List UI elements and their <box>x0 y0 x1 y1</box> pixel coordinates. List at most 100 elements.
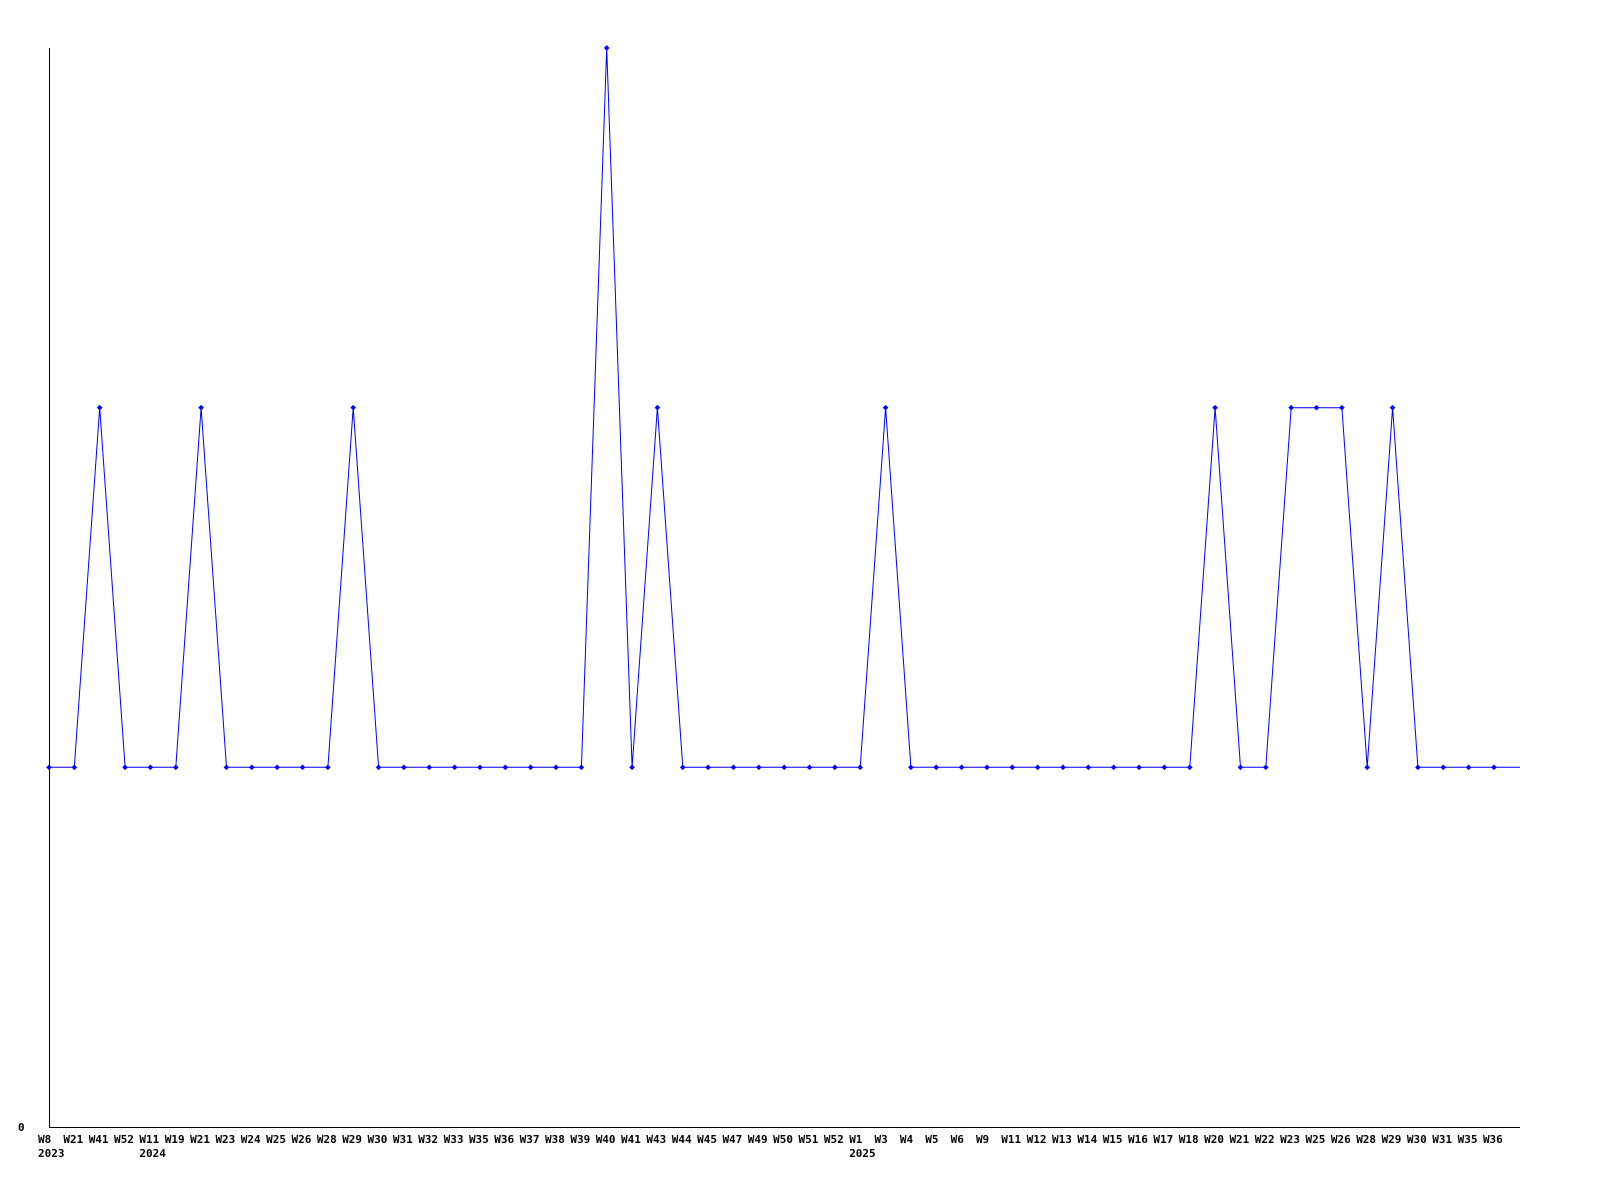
data-point <box>908 764 914 771</box>
x-tick-label: W23 <box>1280 1133 1300 1146</box>
data-point <box>1364 764 1371 771</box>
x-tick-label: W25 <box>266 1133 286 1146</box>
data-point <box>1136 764 1142 771</box>
data-point <box>401 764 407 771</box>
data-point <box>350 404 357 411</box>
data-point <box>274 764 280 771</box>
x-tick-label: W30 <box>368 1133 388 1146</box>
x-tick-label: W21 <box>1229 1133 1249 1146</box>
data-point <box>1440 764 1447 771</box>
x-tick-label: W9 <box>976 1133 989 1146</box>
x-tick-label: W30 <box>1407 1133 1427 1146</box>
x-tick-label: W8 <box>38 1133 51 1146</box>
data-point <box>96 404 103 411</box>
data-point <box>705 764 711 771</box>
data-point <box>147 764 154 771</box>
data-point <box>1415 764 1421 771</box>
data-point <box>832 764 838 771</box>
x-tick-label: W47 <box>722 1133 742 1146</box>
data-point <box>679 764 686 771</box>
x-tick-label: W20 <box>1204 1133 1224 1146</box>
data-point <box>71 764 78 771</box>
x-tick-label: W17 <box>1153 1133 1173 1146</box>
x-tick-label: W13 <box>1052 1133 1072 1146</box>
data-point <box>46 764 52 771</box>
x-tick-label: W24 <box>241 1133 261 1146</box>
data-point <box>958 764 965 771</box>
x-tick-label: W25 <box>1306 1133 1326 1146</box>
data-point <box>1465 764 1472 771</box>
x-tick-label: W39 <box>570 1133 590 1146</box>
x-tick-label: W52 <box>824 1133 844 1146</box>
x-tick-label: W29 <box>1382 1133 1402 1146</box>
x-tick-label: W44 <box>672 1133 692 1146</box>
x-tick-label: W3 <box>875 1133 888 1146</box>
x-tick-label: W50 <box>773 1133 793 1146</box>
data-point <box>553 764 559 771</box>
x-tick-label: W26 <box>292 1133 312 1146</box>
data-point <box>984 764 990 771</box>
x-tick-label: W5 <box>925 1133 938 1146</box>
data-point <box>527 764 534 771</box>
data-point <box>477 764 483 771</box>
x-tick-label: W19 <box>165 1133 185 1146</box>
x-tick-label: W23 <box>215 1133 235 1146</box>
data-point <box>629 764 635 771</box>
x-tick-label: W11 <box>1001 1133 1021 1146</box>
data-point <box>1313 404 1320 411</box>
data-point <box>1288 404 1294 411</box>
data-point <box>578 764 585 771</box>
x-tick-label: W6 <box>951 1133 965 1146</box>
data-point <box>1085 764 1092 771</box>
x-tick-label: W40 <box>596 1133 616 1146</box>
x-tick-label: W21 <box>63 1133 83 1146</box>
x-tick-label: W21 <box>190 1133 210 1146</box>
data-point <box>1110 764 1117 771</box>
data-point <box>1186 764 1193 771</box>
x-tick-label: W15 <box>1103 1133 1123 1146</box>
data-point <box>654 404 661 411</box>
series-line <box>49 47 1520 768</box>
data-point <box>781 764 787 771</box>
x-tick-label: W41 <box>89 1133 109 1146</box>
data-point <box>375 764 382 771</box>
data-point <box>299 764 306 771</box>
data-point <box>1262 764 1269 771</box>
data-point <box>882 404 889 411</box>
data-point <box>755 764 762 771</box>
data-point <box>198 404 204 411</box>
x-tick-label: W45 <box>697 1133 717 1146</box>
x-tick-label: W31 <box>393 1133 413 1146</box>
x-tick-label: W41 <box>621 1133 641 1146</box>
year-label: 2024 <box>139 1147 166 1160</box>
data-point <box>1491 764 1497 771</box>
data-point <box>1009 764 1016 771</box>
x-tick-label: W12 <box>1027 1133 1047 1146</box>
data-point <box>603 45 610 51</box>
x-tick-label: W29 <box>342 1133 362 1146</box>
data-point <box>1389 404 1396 411</box>
data-point <box>933 764 940 771</box>
y-tick-label: 0 <box>18 1121 25 1134</box>
data-point <box>806 764 813 771</box>
data-point <box>426 764 433 771</box>
data-point <box>857 764 864 771</box>
x-tick-label: W28 <box>1356 1133 1376 1146</box>
x-tick-label: W37 <box>520 1133 540 1146</box>
x-tick-label: W35 <box>1458 1133 1478 1146</box>
data-point <box>1060 764 1066 771</box>
x-tick-label: W11 <box>139 1133 159 1146</box>
data-point <box>1034 764 1041 771</box>
data-point <box>1339 404 1345 411</box>
x-tick-label: W38 <box>545 1133 565 1146</box>
data-point <box>172 764 179 771</box>
data-point <box>248 764 255 771</box>
x-tick-label: W18 <box>1179 1133 1199 1146</box>
x-tick-label: W32 <box>418 1133 438 1146</box>
data-point <box>730 764 737 771</box>
x-tick-label: W36 <box>1483 1133 1503 1146</box>
year-label: 2025 <box>849 1147 876 1160</box>
data-point <box>502 764 509 771</box>
x-tick-label: W36 <box>494 1133 514 1146</box>
